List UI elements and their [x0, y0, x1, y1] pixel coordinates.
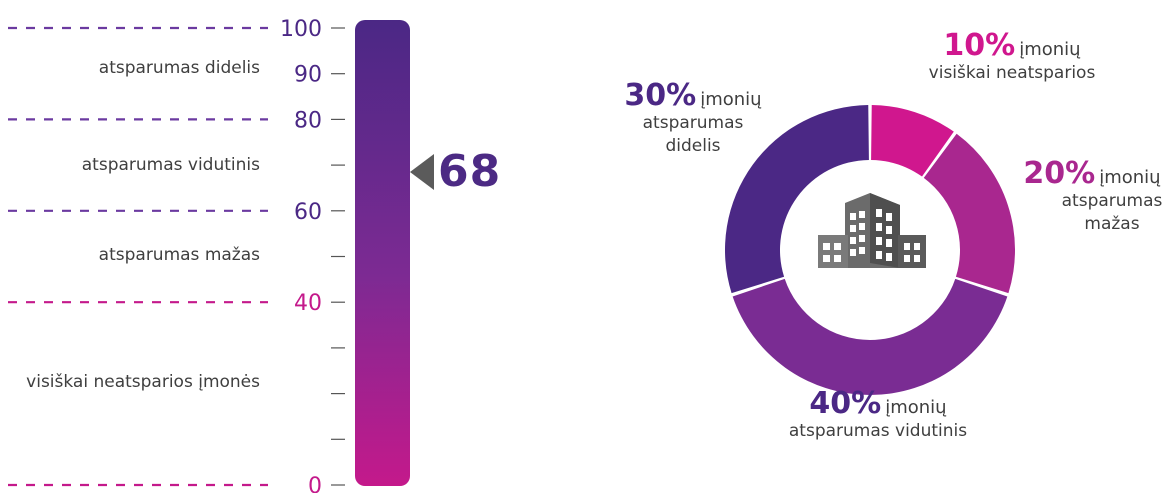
callout-10-desc: visiškai neatsparios: [928, 63, 1096, 83]
scale-tick-label-0: 0: [308, 474, 322, 493]
band-label-medium: atsparumas vidutinis: [81, 155, 260, 175]
callout-20-desc: atsparumas mažas: [1061, 191, 1163, 234]
scale-tick-label-60: 60: [294, 200, 322, 225]
current-value: 68: [438, 146, 502, 197]
callout-40-pct: 40%: [809, 386, 882, 421]
scale-tick-label-40: 40: [294, 291, 322, 316]
callout-10: 10% įmonių visiškai neatsparios: [912, 31, 1112, 85]
callout-20-pct: 20%: [1023, 156, 1096, 191]
donut-chart: [725, 105, 1015, 395]
callout-20: 20% įmonių atsparumas mažas: [1012, 159, 1172, 236]
donut-slice-40: [732, 278, 1008, 395]
scale-tick-label-100: 100: [280, 17, 322, 42]
resilience-scale: 100 90 80 60 40 0: [8, 17, 410, 493]
callout-40-desc: atsparumas vidutinis: [788, 421, 968, 441]
callout-30-pct: 30%: [624, 78, 697, 113]
callout-40: 40% įmonių atsparumas vidutinis: [748, 389, 1008, 443]
scale-tick-label-80: 80: [294, 108, 322, 133]
donut-slice-30: [725, 105, 869, 294]
scale-bar: [355, 20, 410, 486]
band-label-high: atsparumas didelis: [98, 58, 260, 78]
pointer-triangle-icon: [410, 153, 434, 190]
callout-20-firms: įmonių: [1099, 167, 1161, 188]
office-building-icon: [818, 193, 926, 268]
callout-30: 30% įmonių atsparumas didelis: [598, 81, 788, 158]
donut-slice-20: [923, 133, 1015, 294]
band-label-none: visiškai neatsparios įmonės: [26, 372, 260, 392]
callout-10-pct: 10%: [943, 28, 1016, 63]
scale-tick-label-90: 90: [294, 63, 322, 88]
callout-30-desc: atsparumas didelis: [642, 113, 744, 156]
callout-10-firms: įmonių: [1019, 39, 1081, 60]
current-value-marker: 68: [410, 146, 501, 197]
donut-slice-10: [871, 105, 954, 177]
callout-30-firms: įmonių: [700, 89, 762, 110]
band-label-low: atsparumas mažas: [98, 245, 260, 265]
callout-40-firms: įmonių: [885, 397, 947, 418]
